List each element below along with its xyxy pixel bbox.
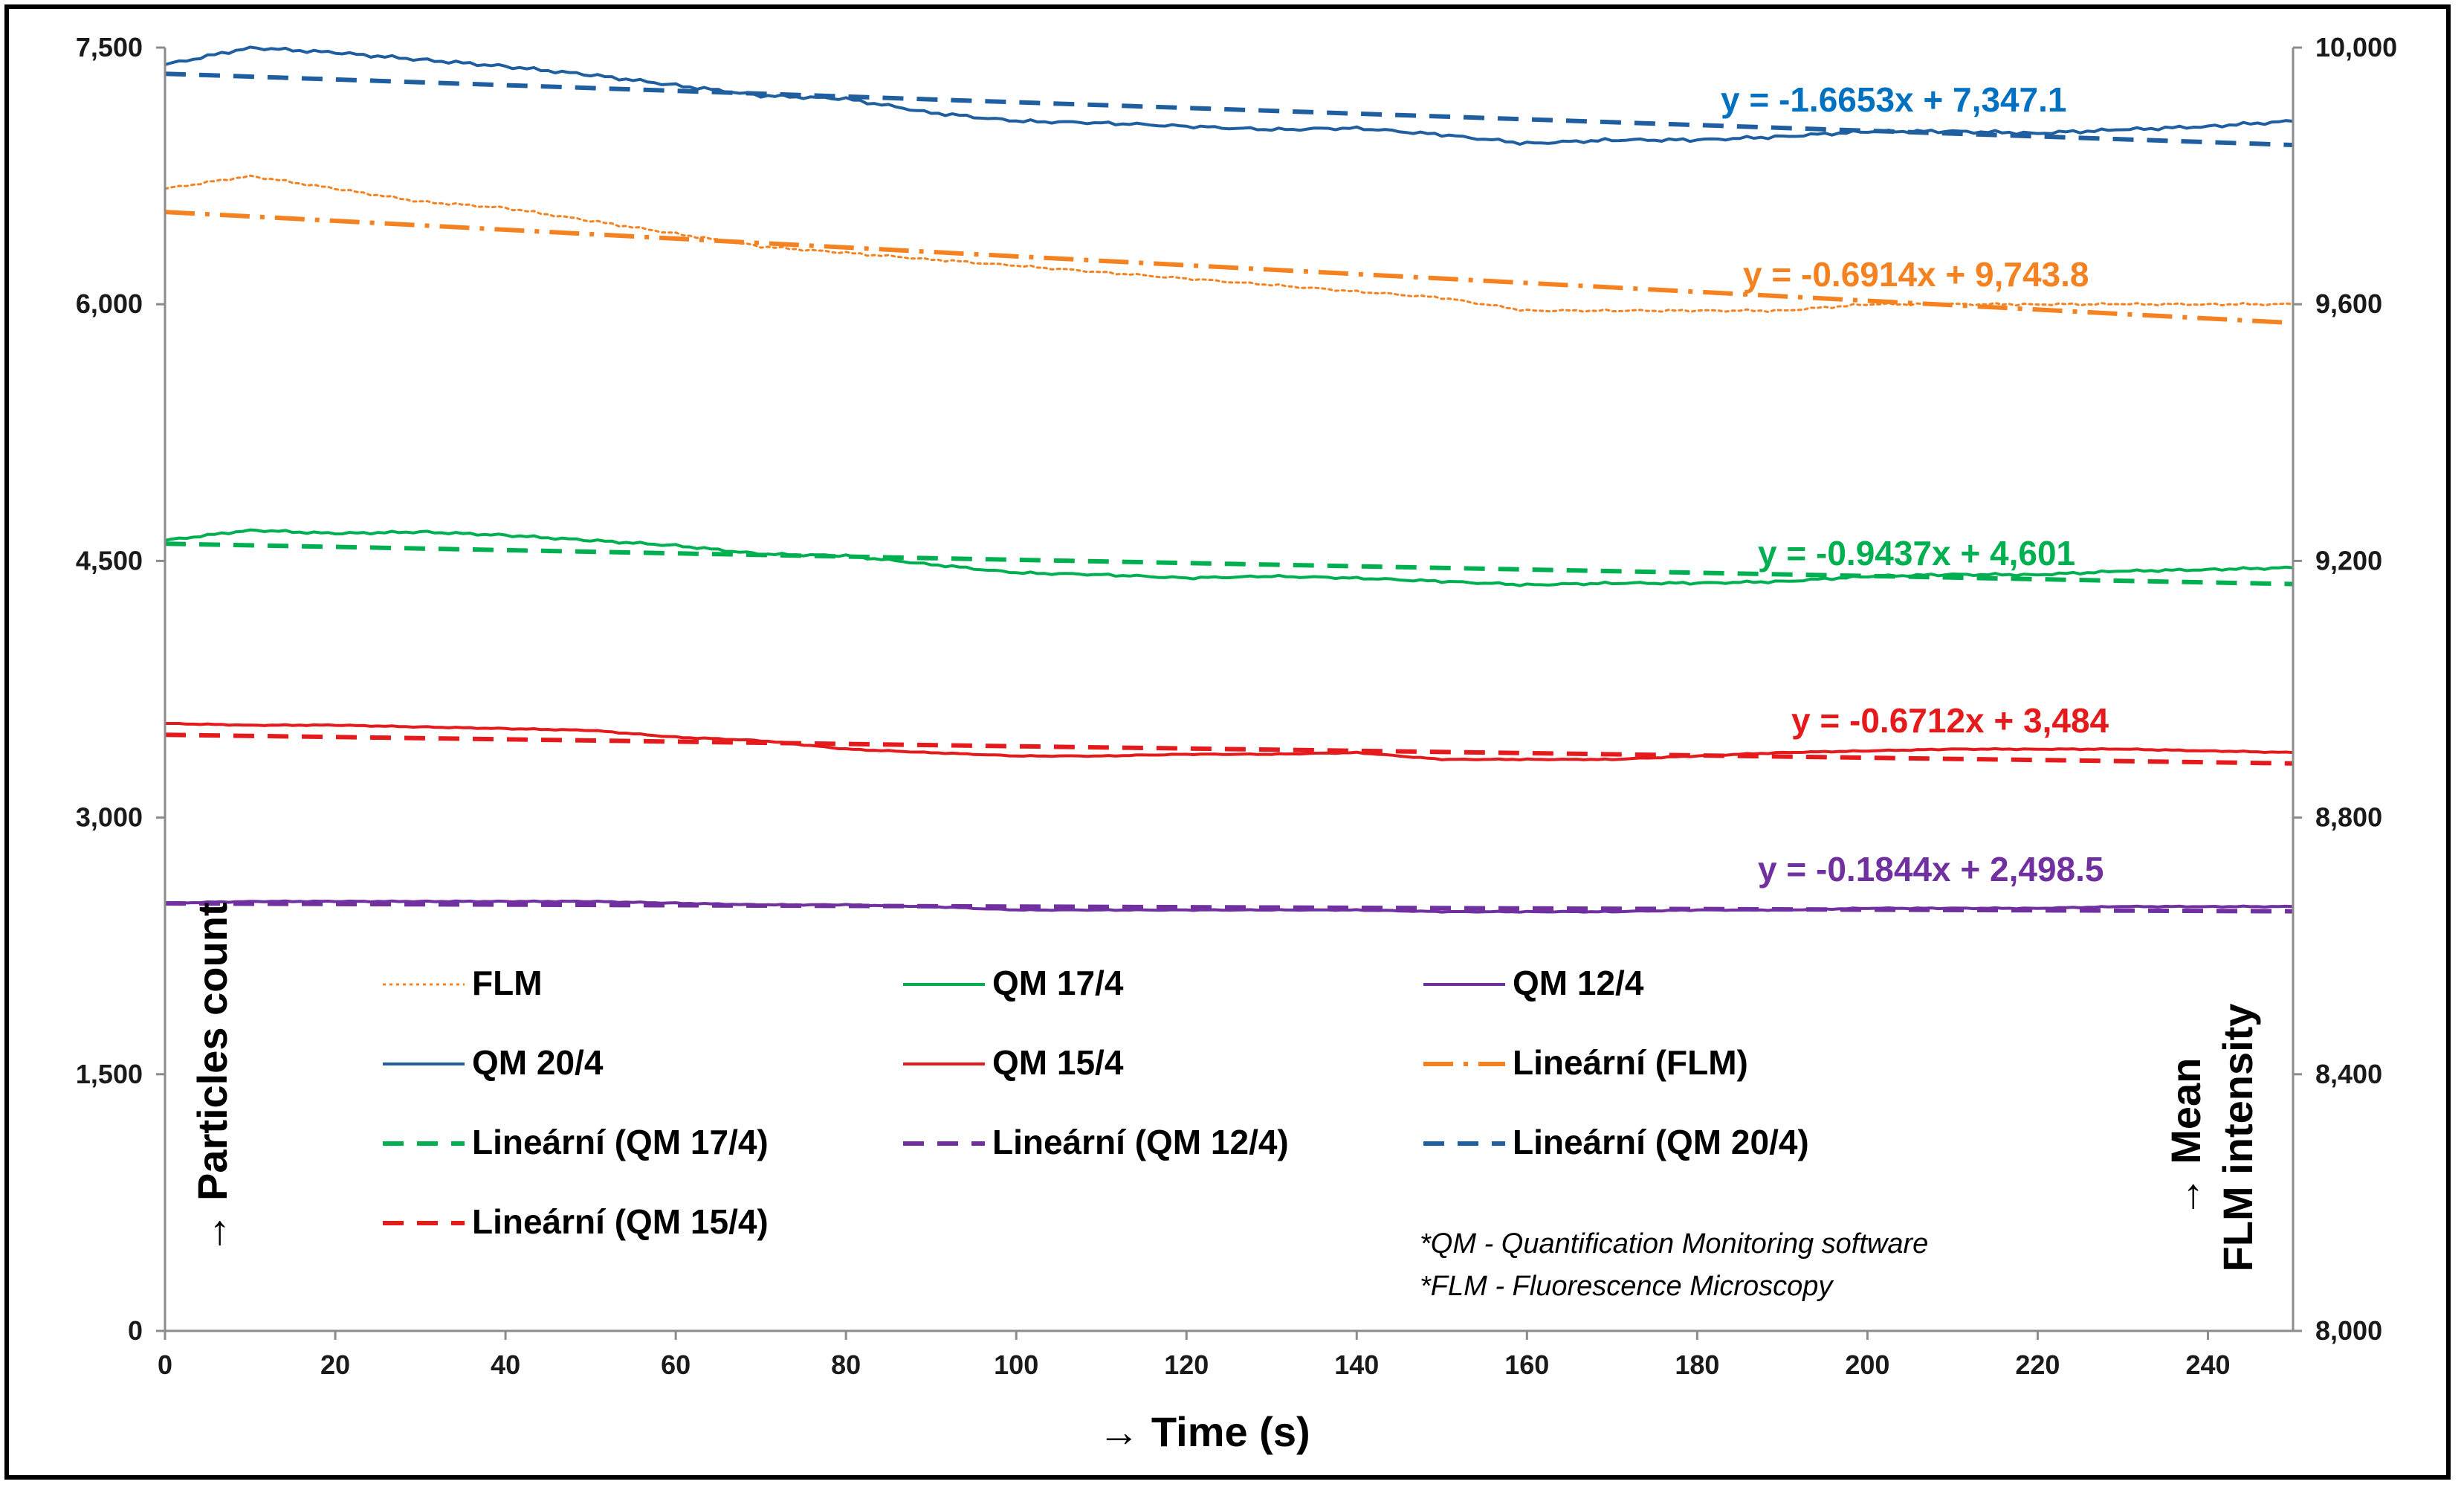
y-left-tick-label: 7,500	[76, 32, 143, 62]
x-tick-label: 20	[320, 1349, 350, 1380]
y-left-axis-label: → Particles count	[189, 902, 236, 1254]
legend-label-lin_qm15: Lineární (QM 15/4)	[472, 1202, 769, 1241]
y-left-tick-label: 1,500	[76, 1059, 143, 1089]
x-tick-label: 80	[831, 1349, 861, 1380]
y-right-tick-label: 10,000	[2315, 32, 2397, 62]
equation-qm20: y = -1.6653x + 7,347.1	[1721, 80, 2067, 119]
series-line-qm15	[165, 722, 2294, 762]
y-left-tick-label: 0	[128, 1315, 143, 1346]
y-right-tick-label: 8,400	[2315, 1059, 2382, 1089]
axes-group	[164, 48, 2295, 1332]
legend-label-qm12: QM 12/4	[1513, 964, 1644, 1002]
legend-label-qm20: QM 20/4	[472, 1043, 604, 1082]
series-line-lin_qm15	[164, 732, 2294, 766]
y-right-tick-label: 9,600	[2315, 288, 2382, 319]
legend-label-flm: FLM	[472, 964, 543, 1002]
series-line-qm12	[164, 899, 2294, 914]
legend-label-qm15: QM 15/4	[992, 1043, 1124, 1082]
axis-ticks-group: 0 20 40 60 80 100 120 140 160 180 200 220 240 0 1,500 3…	[76, 32, 2397, 1380]
legend-label-lin_qm12: Lineární (QM 12/4)	[992, 1123, 1289, 1161]
equation-qm17: y = -0.9437x + 4,601	[1758, 534, 2075, 573]
x-axis-label: → Time (s)	[1098, 1408, 1310, 1455]
y-right-axis-label-line2: FLM intensity	[2214, 1004, 2261, 1272]
y-right-axis-label-line1: → Mean	[2162, 1058, 2209, 1218]
note-flm: *FLM - Fluorescence Microscopy	[1420, 1271, 1834, 1302]
x-tick-label: 100	[994, 1349, 1038, 1380]
x-tick-label: 160	[1504, 1349, 1549, 1380]
y-left-tick-label: 3,000	[76, 802, 143, 833]
legend-label-qm17: QM 17/4	[992, 964, 1124, 1002]
x-tick-label: 200	[1845, 1349, 1889, 1380]
x-tick-label: 120	[1164, 1349, 1209, 1380]
x-tick-label: 220	[2015, 1349, 2060, 1380]
legend-label-lin_qm20: Lineární (QM 20/4)	[1513, 1123, 1809, 1161]
series-line-qm17	[164, 528, 2294, 587]
equation-qm12: y = -0.1844x + 2,498.5	[1758, 850, 2104, 889]
note-qm: *QM - Quantification Monitoring software	[1420, 1228, 1928, 1260]
x-tick-label: 60	[661, 1349, 691, 1380]
legend-group: FLM QM 17/4 QM 12/4 QM 20/4 QM 15/4 Lineární …	[383, 964, 1809, 1241]
series-line-lin_qm12	[164, 901, 2294, 914]
chart-frame	[4, 4, 2451, 1480]
y-right-tick-label: 8,800	[2315, 802, 2382, 833]
legend-label-lin_qm17: Lineární (QM 17/4)	[472, 1123, 769, 1161]
series-group	[164, 45, 2295, 914]
series-line-lin_flm	[164, 210, 2294, 326]
x-tick-label: 240	[2185, 1349, 2230, 1380]
equation-flm: y = -0.6914x + 9,743.8	[1743, 255, 2089, 294]
series-line-lin_qm17	[164, 541, 2294, 587]
equation-qm15: y = -0.6712x + 3,484	[1791, 701, 2109, 740]
series-line-lin_qm20	[164, 71, 2294, 147]
y-right-tick-label: 9,200	[2315, 545, 2382, 575]
x-tick-label: 0	[158, 1349, 172, 1380]
legend-label-lin_flm: Lineární (FLM)	[1513, 1043, 1748, 1082]
x-tick-label: 40	[491, 1349, 520, 1380]
y-left-tick-label: 4,500	[76, 545, 143, 575]
x-tick-label: 140	[1334, 1349, 1379, 1380]
equations-group: y = -1.6653x + 7,347.1 y = -0.6914x + 9,7…	[1721, 80, 2109, 889]
x-tick-label: 180	[1675, 1349, 1719, 1380]
y-left-tick-label: 6,000	[76, 288, 143, 319]
series-line-qm20	[164, 45, 2294, 146]
y-right-tick-label: 8,000	[2315, 1315, 2382, 1346]
